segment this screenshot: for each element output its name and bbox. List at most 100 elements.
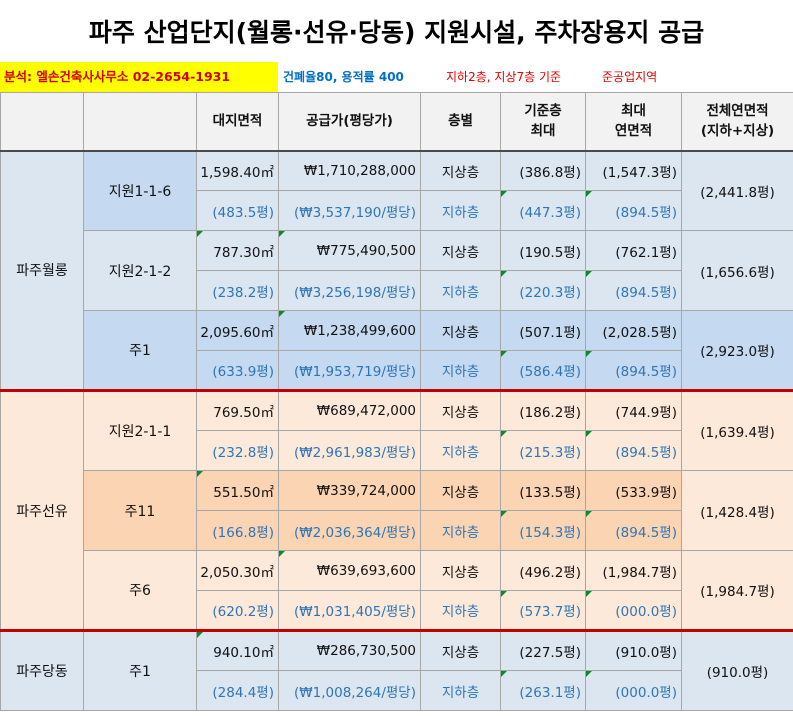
site-area-m2: 940.10㎡	[196, 629, 279, 671]
total-area: (2,923.0평)	[681, 310, 793, 391]
lot-name: 지원1-1-6	[83, 150, 197, 231]
zone-type: 준공업지역	[602, 70, 658, 84]
table-row: (232.8평) (₩2,961,983/평당) 지하층 (215.3평) (8…	[1, 430, 793, 471]
total-area: (1,984.7평)	[681, 550, 793, 631]
max-area-above: (762.1평)	[585, 230, 682, 271]
total-area: (2,441.8평)	[681, 150, 793, 231]
floor-above: 지상층	[420, 310, 501, 351]
unit-price: (₩2,961,983/평당)	[278, 430, 421, 471]
lot-name: 주11	[83, 470, 197, 551]
max-area-below: (894.5평)	[585, 510, 682, 551]
floor-above: 지상층	[420, 230, 501, 271]
contact-info: 분석: 엘손건축사사무소 02-2654-1931	[0, 62, 278, 92]
max-area-above: (1,984.7평)	[585, 550, 682, 591]
floor-below: 지하층	[420, 670, 501, 711]
unit-price: (₩1,953,719/평당)	[278, 350, 421, 391]
std-floor-above: (186.2평)	[500, 389, 586, 431]
floor-above: 지상층	[420, 470, 501, 511]
header-group	[0, 92, 84, 152]
site-area-py: (483.5평)	[196, 190, 279, 231]
lot-name: 주6	[83, 550, 197, 631]
header-total-area-line2: (지하+지상)	[700, 123, 775, 140]
supply-table: 대지면적 공급가(평당가) 층별 기준층 최대 최대 연면적 전체연면적 (지하…	[0, 92, 793, 711]
table-row: (633.9평) (₩1,953,719/평당) 지하층 (586.4평) (8…	[1, 350, 793, 391]
header-std-floor: 기준층 최대	[500, 92, 586, 152]
site-area-py: (238.2평)	[196, 270, 279, 311]
max-area-below: (894.5평)	[585, 350, 682, 391]
site-area-py: (633.9평)	[196, 350, 279, 391]
max-area-above: (744.9평)	[585, 389, 682, 431]
max-area-above: (2,028.5평)	[585, 310, 682, 351]
header-row: 대지면적 공급가(평당가) 층별 기준층 최대 최대 연면적 전체연면적 (지하…	[0, 92, 793, 152]
max-area-below: (000.0평)	[585, 670, 682, 711]
std-floor-below: (220.3평)	[500, 270, 586, 311]
std-floor-above: (190.5평)	[500, 230, 586, 271]
std-floor-above: (133.5평)	[500, 470, 586, 511]
building-ratio: 건폐율80, 용적률 400	[283, 70, 404, 84]
std-floor-above: (386.8평)	[500, 150, 586, 191]
floor-basis: 지하2층, 지상7층 기준	[446, 70, 562, 84]
site-area-py: (232.8평)	[196, 430, 279, 471]
table-row: (166.8평) (₩2,036,364/평당) 지하층 (154.3평) (8…	[1, 510, 793, 551]
header-price: 공급가(평당가)	[278, 92, 421, 152]
std-floor-above: (496.2평)	[500, 550, 586, 591]
total-area: (910.0평)	[681, 629, 793, 711]
site-area-m2: 551.50㎡	[196, 470, 279, 511]
table-row: 주6 2,050.30㎡ ₩639,693,600 지상층 (496.2평) (…	[1, 550, 793, 631]
page-title: 파주 산업단지(월롱·선유·당동) 지원시설, 주차장용지 공급	[88, 18, 705, 47]
unit-price: (₩3,256,198/평당)	[278, 270, 421, 311]
site-area-m2: 2,050.30㎡	[196, 550, 279, 591]
header-std-floor-line1: 기준층	[524, 103, 562, 120]
std-floor-below: (573.7평)	[500, 590, 586, 631]
std-floor-below: (154.3평)	[500, 510, 586, 551]
supply-price: ₩1,238,499,600	[278, 310, 421, 351]
floor-above: 지상층	[420, 389, 501, 431]
table-row: 파주당동 주1 940.10㎡ ₩286,730,500 지상층 (227.5평…	[0, 629, 793, 711]
lot-name: 주1	[83, 310, 197, 391]
site-area-py: (284.4평)	[196, 670, 279, 711]
table-row: 주11 551.50㎡ ₩339,724,000 지상층 (133.5평) (5…	[1, 470, 793, 551]
table-row: (620.2평) (₩1,031,405/평당) 지하층 (573.7평) (0…	[1, 590, 793, 631]
table-row: 주1 2,095.60㎡ ₩1,238,499,600 지상층 (507.1평)…	[1, 310, 793, 391]
table-row: 파주선유 지원2-1-1 769.50㎡ ₩689,472,000 지상층 (1…	[0, 389, 793, 631]
header-max-area-line2: 연면적	[614, 123, 653, 140]
lot-name: 지원2-1-2	[83, 230, 197, 311]
supply-price: ₩286,730,500	[278, 629, 421, 671]
supply-price: ₩1,710,288,000	[278, 150, 421, 191]
std-floor-below: (263.1평)	[500, 670, 586, 711]
std-floor-above: (507.1평)	[500, 310, 586, 351]
std-floor-below: (215.3평)	[500, 430, 586, 471]
table-row: (238.2평) (₩3,256,198/평당) 지하층 (220.3평) (8…	[1, 270, 793, 311]
max-area-above: (1,547.3평)	[585, 150, 682, 191]
header-max-area: 최대 연면적	[585, 92, 682, 152]
table-row: 지원2-1-2 787.30㎡ ₩775,490,500 지상층 (190.5평…	[1, 230, 793, 311]
unit-price: (₩3,537,190/평당)	[278, 190, 421, 231]
unit-price: (₩1,031,405/평당)	[278, 590, 421, 631]
site-area-m2: 1,598.40㎡	[196, 150, 279, 191]
header-floor-type: 층별	[420, 92, 501, 152]
floor-above: 지상층	[420, 150, 501, 191]
lot-name: 지원2-1-1	[83, 389, 197, 471]
header-total-area: 전체연면적 (지하+지상)	[681, 92, 793, 152]
total-area: (1,639.4평)	[681, 389, 793, 471]
supply-price: ₩775,490,500	[278, 230, 421, 271]
site-area-m2: 787.30㎡	[196, 230, 279, 271]
site-area-m2: 769.50㎡	[196, 389, 279, 431]
header-std-floor-line2: 최대	[530, 123, 556, 140]
total-area: (1,428.4평)	[681, 470, 793, 551]
floor-below: 지하층	[420, 590, 501, 631]
header-total-area-line1: 전체연면적	[706, 103, 769, 120]
supply-price: ₩639,693,600	[278, 550, 421, 591]
floor-below: 지하층	[420, 190, 501, 231]
header-site-area: 대지면적	[196, 92, 279, 152]
std-floor-below: (447.3평)	[500, 190, 586, 231]
std-floor-below: (586.4평)	[500, 350, 586, 391]
max-area-above: (533.9평)	[585, 470, 682, 511]
max-area-below: (000.0평)	[585, 590, 682, 631]
group-name: 파주월롱	[0, 150, 84, 391]
unit-price: (₩1,008,264/평당)	[278, 670, 421, 711]
group-name: 파주당동	[0, 629, 84, 711]
supply-price: ₩689,472,000	[278, 389, 421, 431]
total-area: (1,656.6평)	[681, 230, 793, 311]
table-row: 파주월롱 지원1-1-6 1,598.40㎡ ₩1,710,288,000 지상…	[0, 150, 793, 391]
